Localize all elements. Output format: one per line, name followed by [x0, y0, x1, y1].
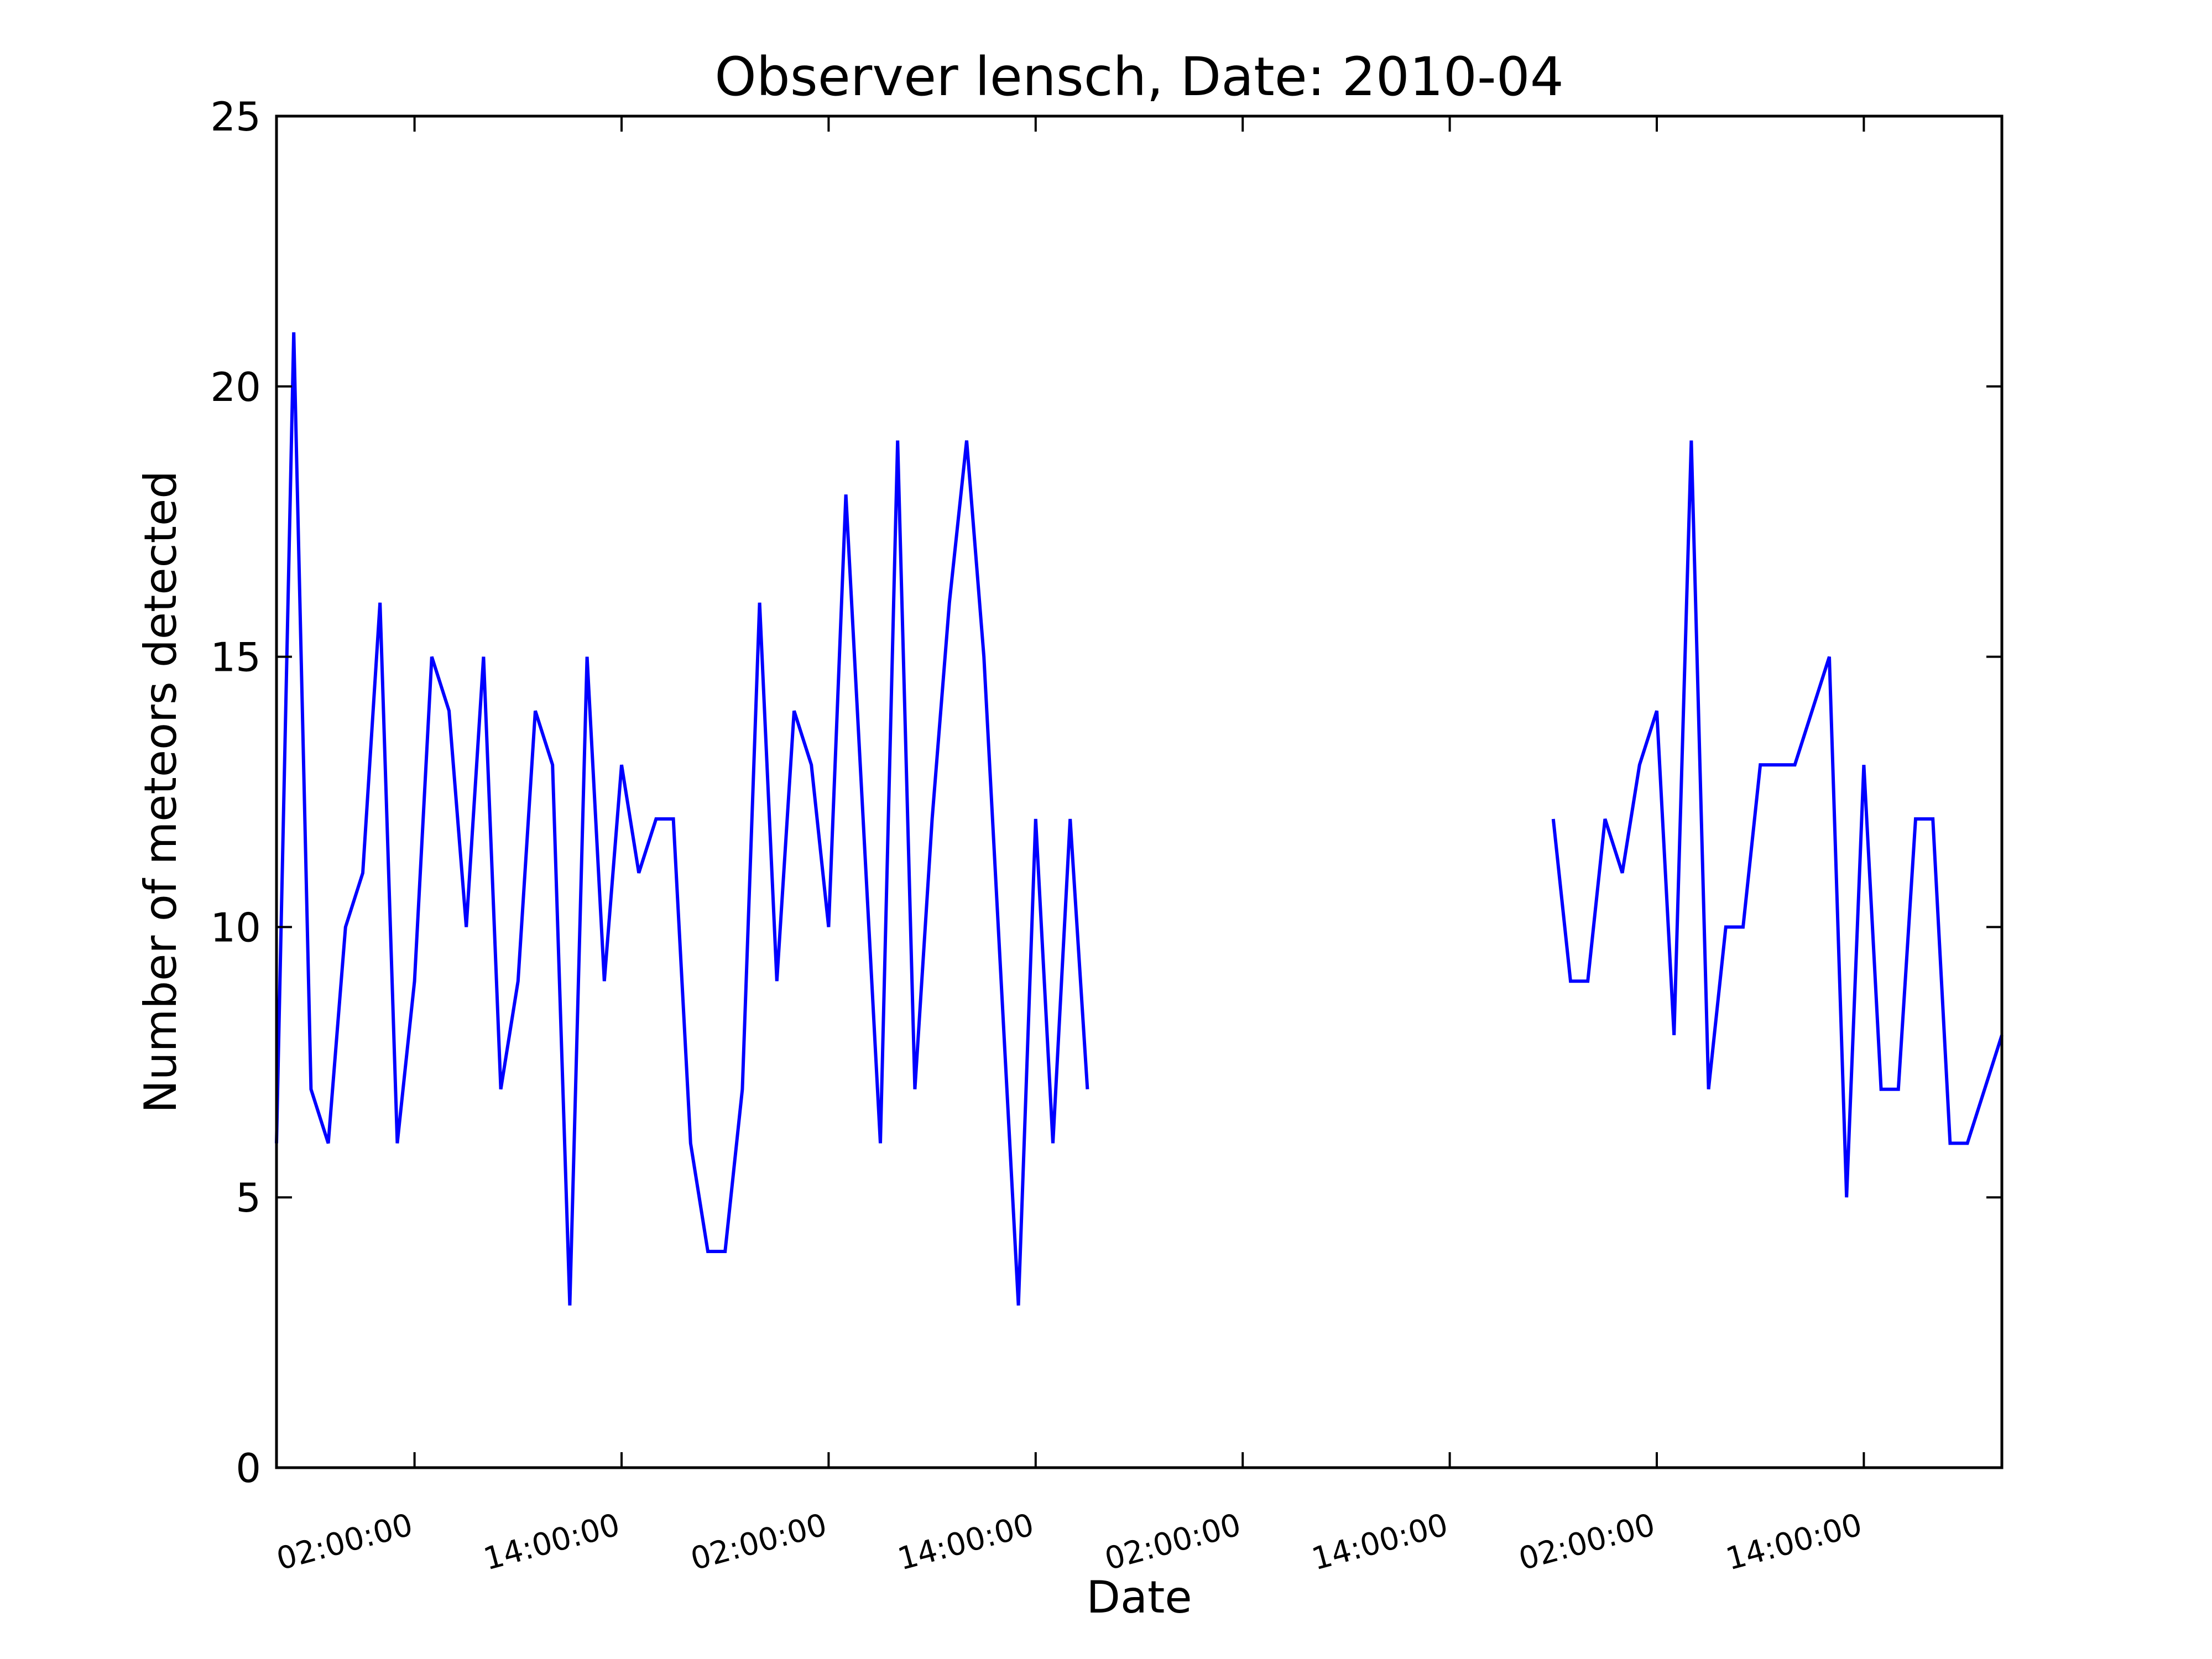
- y-tick-label: 10: [210, 904, 261, 951]
- series-line-segment: [1551, 440, 2004, 1198]
- y-tick-label: 0: [236, 1445, 261, 1491]
- y-tick-label: 20: [210, 364, 261, 410]
- chart-title: Observer lensch, Date: 2010-04: [714, 46, 1564, 108]
- y-axis-label: Number of meteors detected: [135, 471, 186, 1113]
- series-line-segment: [275, 332, 1089, 1306]
- y-tick-label: 25: [210, 93, 261, 140]
- plot-frame: [275, 114, 2004, 1469]
- line-layer: [275, 332, 2004, 1306]
- y-tick-label: 15: [210, 634, 261, 681]
- x-axis-label: Date: [1086, 1572, 1192, 1623]
- y-tick-label: 5: [236, 1175, 261, 1221]
